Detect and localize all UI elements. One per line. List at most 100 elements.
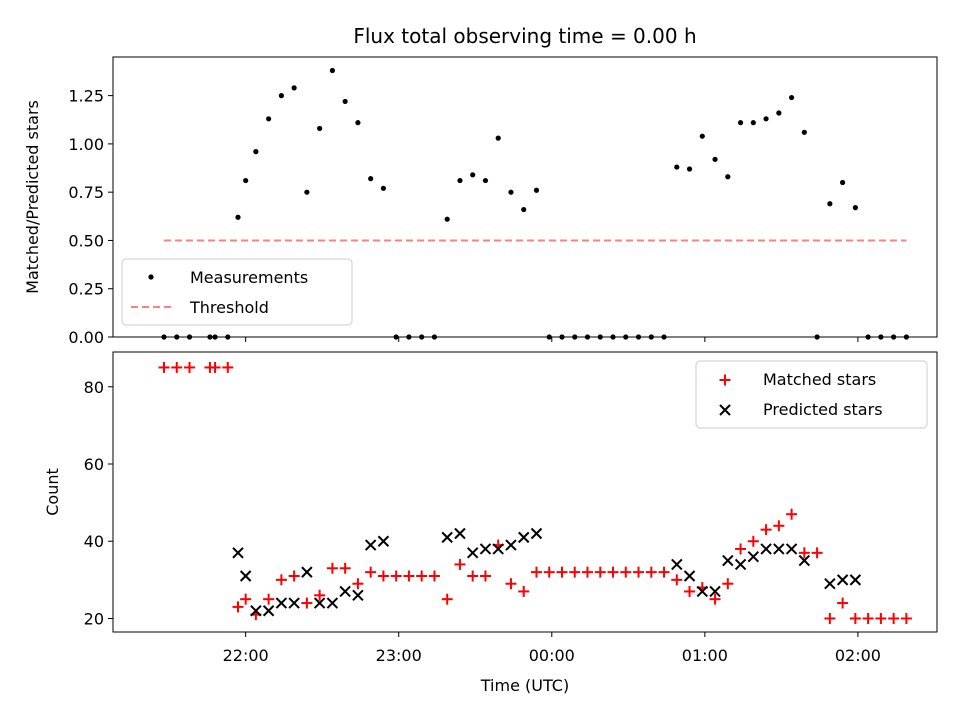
matched-star-point [232, 601, 244, 613]
top-y-tick-label: 0.75 [68, 183, 104, 202]
matched-star-point [352, 578, 364, 590]
bottom-y-ticks: 20 40 60 80 [84, 378, 113, 628]
matched-star-point [263, 593, 275, 605]
measurement-point [291, 85, 297, 91]
predicted-star-point [734, 558, 747, 571]
matched-star-point [645, 566, 657, 578]
measurement-point [380, 185, 387, 191]
matched-star-point [786, 508, 798, 520]
predicted-star-point [262, 605, 275, 617]
matched-star-point [301, 597, 313, 609]
measurement-point [278, 93, 284, 99]
matched-star-point [900, 612, 912, 624]
matched-star-point [326, 562, 338, 574]
measurement-point [521, 206, 527, 213]
measurement-point [533, 187, 540, 193]
measurement-point [801, 129, 807, 135]
predicted-star-point [232, 547, 244, 559]
measurement-point [788, 94, 795, 101]
matched-star-point [288, 570, 300, 582]
matched-star-point [875, 612, 887, 624]
predicted-star-point [454, 527, 466, 540]
matched-star-point [837, 597, 849, 609]
measurement-point [725, 174, 731, 180]
top-axes-frame [112, 56, 938, 338]
measurement-point [304, 189, 310, 195]
bottom-legend: Matched stars Predicted stars [695, 360, 928, 429]
measurement-point [342, 98, 348, 105]
x-axis-label: Time (UTC) [480, 676, 569, 695]
top-y-tick-label: 0.25 [68, 280, 104, 299]
predicted-star-point [798, 554, 811, 567]
measurement-point [763, 116, 769, 122]
matched-star-point [275, 574, 287, 586]
matched-star-point [671, 574, 683, 586]
matched-star-point [633, 566, 645, 578]
predicted-star-point [785, 543, 798, 555]
top-y-tick-label: 0.50 [68, 231, 104, 250]
matched-star-point [747, 535, 759, 547]
matched-star-point [862, 612, 874, 624]
measurement-point [712, 156, 718, 162]
x-tick-label: 23:00 [376, 646, 422, 665]
top-legend-box [121, 258, 353, 326]
top-y-ticks: 0.00 0.25 0.50 0.75 1.00 1.25 [68, 87, 113, 347]
x-tick-label: 01:00 [682, 646, 728, 665]
matched-star-point [441, 593, 453, 605]
bottom-panel: Count Time (UTC) 20 40 60 80 22:00 23:00 00:0… [43, 351, 938, 695]
measurement-point [444, 216, 450, 222]
predicted-star-point [326, 597, 339, 609]
matched-star-point [849, 612, 861, 624]
matched-star-point [365, 566, 377, 578]
top-y-tick-label: 1.00 [68, 135, 104, 154]
matched-star-point [467, 570, 479, 582]
measurement-point [852, 205, 858, 211]
predicted-star-point [364, 539, 377, 551]
matched-star-point [479, 570, 491, 582]
predicted-star-point [671, 558, 683, 571]
matched-star-point [428, 570, 440, 582]
matched-legend-marker [719, 374, 731, 386]
x-tick-label: 02:00 [835, 646, 881, 665]
matched-star-point [684, 585, 696, 597]
predicted-star-point [492, 543, 504, 555]
measurement-point [243, 177, 249, 184]
matched-star-point [543, 566, 555, 578]
predicted-star-point [722, 554, 734, 567]
predicted-star-point [824, 578, 836, 590]
predicted-star-point [760, 543, 772, 555]
measurement-point [750, 120, 756, 126]
matched-star-point [403, 570, 415, 582]
predicted-star-point [836, 574, 849, 586]
predicted-legend-marker [719, 404, 731, 416]
matched-star-point [314, 589, 326, 601]
top-x-ticks [245, 337, 859, 342]
predicted-star-point [313, 597, 326, 609]
bottom-plot-marks [158, 361, 912, 624]
measurement-point [368, 176, 374, 182]
predicted-star-point [518, 531, 530, 544]
predicted-star-point [479, 543, 492, 555]
matched-star-point [184, 361, 196, 373]
measurement-point [686, 166, 693, 172]
measurement-point [253, 149, 259, 155]
matched-star-point [798, 547, 810, 559]
matched-star-point [416, 570, 428, 582]
measurement-point [329, 67, 335, 74]
matched-star-point [888, 612, 900, 624]
matched-star-point [620, 566, 632, 578]
matched-star-point [658, 566, 670, 578]
matched-star-point [390, 570, 402, 582]
matched-star-point [339, 562, 351, 574]
matched-star-point [377, 570, 389, 582]
matched-star-point [518, 585, 530, 597]
measurement-point [266, 116, 272, 122]
bottom-y-tick-label: 60 [84, 455, 104, 474]
predicted-star-point [849, 574, 862, 586]
predicted-star-point [466, 547, 479, 559]
predicted-star-point [441, 531, 453, 544]
top-panel: Flux total observing time = 0.00 h Match… [23, 24, 938, 347]
matched-star-point [594, 566, 606, 578]
bottom-x-ticks: 22:00 23:00 00:00 01:00 02:00 [223, 632, 881, 665]
